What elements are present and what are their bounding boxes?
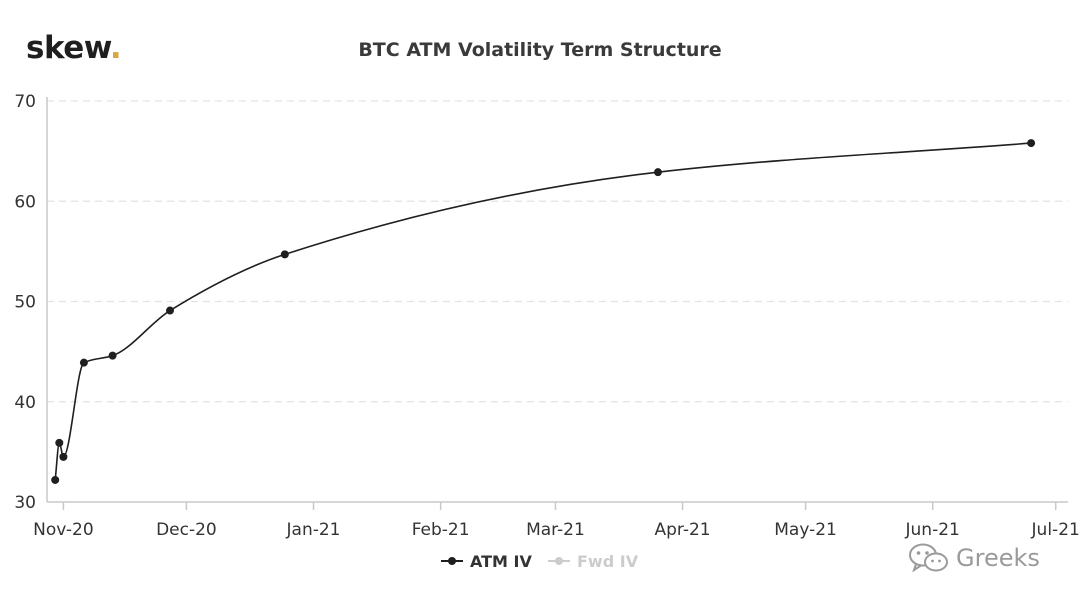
axes bbox=[46, 97, 1068, 503]
y-tick-label-50: 50 bbox=[14, 293, 36, 313]
data-point-2020-11-13 bbox=[108, 351, 117, 360]
x-tick-label-May-21: May-21 bbox=[774, 520, 837, 540]
watermark-text: Greeks bbox=[956, 544, 1040, 572]
x-tick-label-Apr-21: Apr-21 bbox=[655, 520, 711, 540]
legend-fwd-iv-label[interactable]: Fwd IV bbox=[577, 552, 639, 571]
legend[interactable]: ATM IV Fwd IV bbox=[441, 552, 639, 571]
data-point-2020-10-30 bbox=[51, 475, 60, 484]
data-point-2021-03-26 bbox=[653, 168, 662, 177]
legend-atm-iv-label[interactable]: ATM IV bbox=[470, 552, 533, 571]
y-tick-label-60: 60 bbox=[14, 192, 36, 212]
x-tick-label-Mar-21: Mar-21 bbox=[526, 520, 585, 540]
x-tick-label-Nov-20: Nov-20 bbox=[33, 520, 94, 540]
series-line-atm-iv bbox=[54, 142, 1032, 481]
wechat-icon bbox=[909, 543, 948, 573]
data-point-2020-11-27 bbox=[166, 306, 175, 315]
legend-atm-iv-marker[interactable] bbox=[448, 557, 456, 565]
data-point-2021-06-25 bbox=[1027, 139, 1036, 148]
chart-title: BTC ATM Volatility Term Structure bbox=[358, 39, 722, 61]
watermark: Greeks bbox=[908, 542, 1040, 574]
data-point-2020-12-25 bbox=[280, 250, 289, 259]
logo-dot: . bbox=[109, 30, 122, 66]
grid-lines bbox=[47, 100, 1068, 403]
data-point-2020-10-31 bbox=[55, 438, 64, 447]
data-point-2020-11-01 bbox=[59, 452, 68, 461]
series-layer bbox=[51, 139, 1036, 484]
x-tick-label-Dec-20: Dec-20 bbox=[156, 520, 217, 540]
x-tick-label-Feb-21: Feb-21 bbox=[412, 520, 470, 540]
skew-logo: skew. bbox=[26, 30, 122, 66]
x-tick-label-Jun-21: Jun-21 bbox=[905, 520, 960, 540]
y-axis-ticks: 30 40 50 60 70 bbox=[14, 92, 36, 513]
x-tick-label-Jan-21: Jan-21 bbox=[286, 520, 341, 540]
x-axis-ticks: Nov-20 Dec-20 Jan-21 Feb-21 Mar-21 Apr-21 May-… bbox=[33, 502, 1080, 540]
x-tick-label-Jul-21: Jul-21 bbox=[1031, 520, 1080, 540]
y-tick-label-70: 70 bbox=[14, 92, 36, 112]
y-tick-label-40: 40 bbox=[14, 393, 36, 413]
y-tick-label-30: 30 bbox=[14, 493, 36, 513]
logo-text: skew bbox=[26, 30, 110, 66]
legend-fwd-iv-marker[interactable] bbox=[555, 557, 563, 565]
data-point-2020-11-06 bbox=[79, 358, 88, 367]
